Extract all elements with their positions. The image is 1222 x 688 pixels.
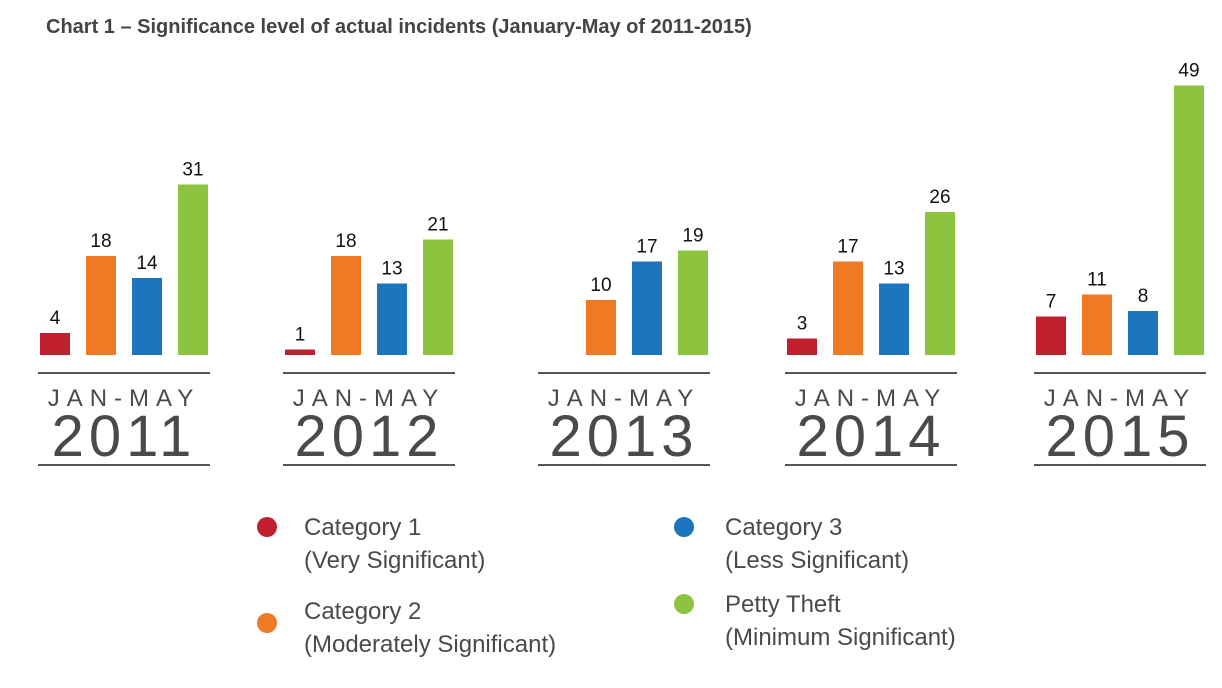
tick-label-period-2013: JAN-MAY: [548, 385, 701, 412]
bar-2011-series-4: [178, 184, 208, 355]
plot-area: 4181431JAN-MAY20111181321JAN-MAY20121017…: [38, 61, 1206, 469]
bar-2014-series-1: [787, 338, 817, 355]
data-label-2013-series-3: 17: [636, 237, 657, 258]
data-label-2013-series-4: 19: [682, 226, 703, 247]
data-label-2012-series-2: 18: [335, 231, 356, 252]
chart-title: Chart 1 – Significance level of actual i…: [46, 16, 752, 38]
tick-label-period-2011: JAN-MAY: [48, 385, 201, 412]
data-label-2011-series-1: 4: [50, 308, 61, 329]
tick-label-period-2014: JAN-MAY: [795, 385, 948, 412]
tick-label-year-2015: 2015: [1045, 404, 1194, 469]
tick-label-period-2012: JAN-MAY: [293, 385, 446, 412]
data-label-2015-series-2: 11: [1087, 270, 1107, 291]
bar-2013-series-4: [678, 250, 708, 355]
bar-2013-series-2: [586, 300, 616, 355]
bar-2011-series-1: [40, 333, 70, 355]
bar-2015-series-4: [1174, 85, 1204, 355]
bar-2012-series-1: [285, 349, 315, 355]
legend-marker-2: [257, 613, 277, 633]
legend-label-1: Category 1: [304, 514, 421, 541]
data-label-2012-series-3: 13: [381, 259, 402, 280]
legend-item-1: Category 1 (Very Significant): [257, 514, 485, 574]
legend-marker-3: [674, 517, 694, 537]
tick-label-period-2015: JAN-MAY: [1044, 385, 1197, 412]
legend-description-3: (Less Significant): [725, 547, 909, 574]
legend-description-2: (Moderately Significant): [304, 631, 556, 658]
data-label-2015-series-1: 7: [1046, 292, 1057, 313]
legend-label-4: Petty Theft: [725, 591, 841, 618]
legend-description-1: (Very Significant): [304, 547, 485, 574]
bar-2012-series-2: [331, 256, 361, 355]
bar-2013-series-3: [632, 261, 662, 355]
data-label-2015-series-3: 8: [1138, 286, 1149, 307]
tick-label-year-2012: 2012: [294, 404, 443, 469]
bar-2014-series-3: [879, 283, 909, 355]
data-label-2012-series-4: 21: [427, 215, 448, 236]
bar-2011-series-3: [132, 278, 162, 355]
data-label-2015-series-4: 49: [1178, 61, 1199, 82]
legend-item-4: Petty Theft (Minimum Significant): [674, 591, 956, 651]
legend-item-3: Category 3 (Less Significant): [674, 514, 909, 574]
bar-2015-series-1: [1036, 316, 1066, 355]
tick-label-year-2013: 2013: [549, 404, 698, 469]
bar-2014-series-2: [833, 261, 863, 355]
data-label-2014-series-3: 13: [883, 259, 904, 280]
data-label-2013-series-2: 10: [590, 275, 611, 296]
legend-label-2: Category 2: [304, 598, 421, 625]
data-label-2014-series-2: 17: [837, 237, 858, 258]
bar-2011-series-2: [86, 256, 116, 355]
legend-description-4: (Minimum Significant): [725, 624, 956, 651]
tick-label-year-2011: 2011: [52, 404, 197, 469]
data-label-2014-series-4: 26: [929, 187, 950, 208]
bar-2012-series-4: [423, 239, 453, 355]
data-label-2011-series-3: 14: [136, 253, 158, 274]
bar-2014-series-4: [925, 212, 955, 355]
bar-2015-series-3: [1128, 311, 1158, 355]
data-label-2011-series-4: 31: [182, 160, 203, 181]
bar-2015-series-2: [1082, 294, 1112, 355]
legend: Category 1 (Very Significant) Category 2 (M…: [257, 514, 956, 658]
data-label-2011-series-2: 18: [90, 231, 111, 252]
data-label-2014-series-1: 3: [797, 314, 808, 335]
legend-marker-1: [257, 517, 277, 537]
bar-2012-series-3: [377, 283, 407, 355]
tick-label-year-2014: 2014: [796, 404, 945, 469]
data-label-2012-series-1: 1: [295, 325, 306, 346]
legend-item-2: Category 2 (Moderately Significant): [257, 598, 556, 658]
legend-marker-4: [674, 594, 694, 614]
legend-label-3: Category 3: [725, 514, 842, 541]
